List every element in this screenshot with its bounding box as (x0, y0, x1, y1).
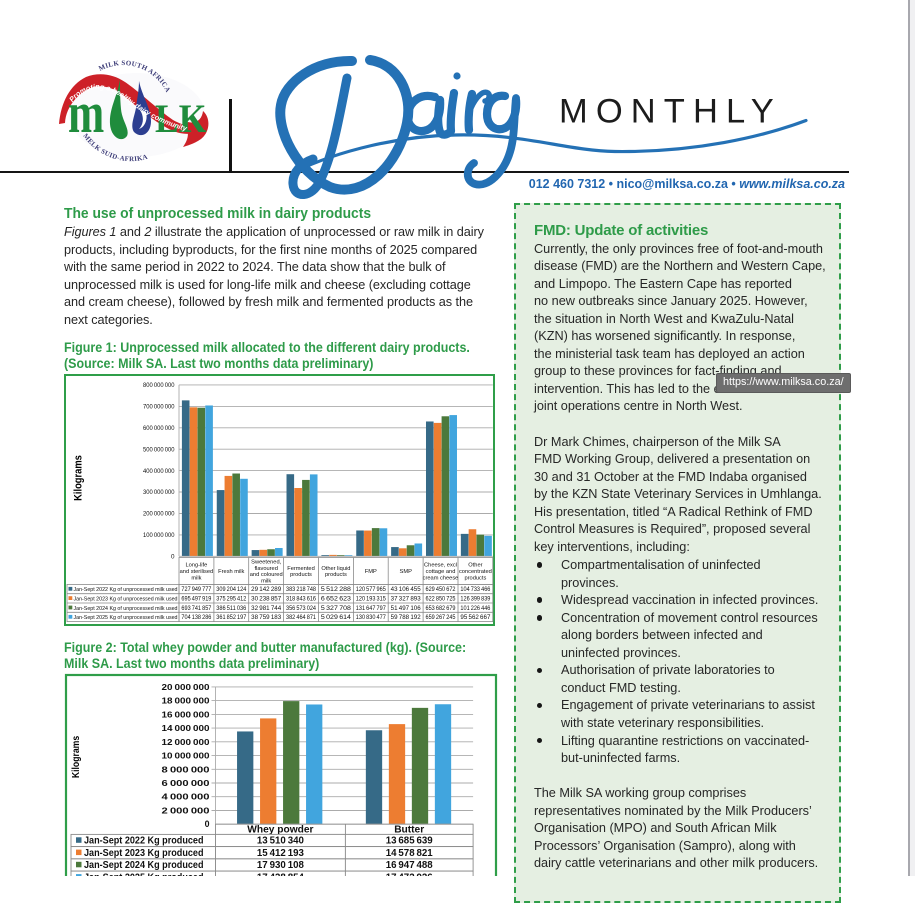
svg-text:Long-life: Long-life (185, 563, 207, 569)
svg-text:695 497 919: 695 497 919 (181, 596, 212, 602)
svg-text:693 741 857: 693 741 857 (181, 606, 212, 612)
svg-text:6 000 000: 6 000 000 (162, 778, 210, 788)
svg-text:cottage and: cottage and (426, 569, 456, 575)
svg-text:18 000 000: 18 000 000 (162, 696, 210, 706)
svg-text:Jan-Sept 2024 Kg of unprocesse: Jan-Sept 2024 Kg of unprocessed milk use… (74, 606, 178, 612)
svg-text:16 000 000: 16 000 000 (162, 709, 210, 719)
svg-text:30 238 857: 30 238 857 (251, 596, 282, 602)
svg-text:14 000 000: 14 000 000 (162, 723, 210, 733)
svg-text:Butter: Butter (394, 825, 424, 836)
svg-text:5 029 614: 5 029 614 (321, 615, 352, 621)
svg-text:383 218 748: 383 218 748 (286, 587, 317, 593)
svg-text:37 327 893: 37 327 893 (391, 596, 422, 602)
svg-text:13 510 340: 13 510 340 (257, 836, 304, 847)
svg-text:Jan-Sept 2022 Kg produced: Jan-Sept 2022 Kg produced (84, 836, 204, 847)
svg-text:and coloured: and coloured (250, 572, 283, 578)
svg-text:m: m (68, 81, 104, 145)
svg-text:500 000 000: 500 000 000 (143, 446, 175, 453)
svg-text:products: products (464, 575, 486, 581)
svg-text:Cheese, excl: Cheese, excl (424, 563, 457, 569)
svg-text:Other liquid: Other liquid (321, 566, 350, 572)
svg-text:12 000 000: 12 000 000 (162, 737, 210, 747)
svg-text:5 327 708: 5 327 708 (321, 606, 352, 612)
svg-text:Fresh milk: Fresh milk (218, 569, 244, 575)
svg-text:43 106 455: 43 106 455 (391, 587, 422, 593)
svg-text:653 682 679: 653 682 679 (426, 606, 457, 612)
svg-text:Kilograms: Kilograms (71, 736, 82, 779)
svg-text:659 267 245: 659 267 245 (426, 615, 457, 621)
svg-text:milk: milk (261, 579, 271, 585)
svg-text:14 578 821: 14 578 821 (386, 848, 433, 859)
svg-text:cream cheese: cream cheese (423, 575, 459, 581)
svg-text:356 573 024: 356 573 024 (286, 606, 317, 612)
svg-text:622 850 725: 622 850 725 (426, 596, 457, 602)
svg-text:200 000 000: 200 000 000 (143, 511, 175, 518)
svg-text:120 193 315: 120 193 315 (356, 596, 387, 602)
svg-text:5 512 288: 5 512 288 (321, 587, 352, 593)
svg-text:32 981 744: 32 981 744 (251, 606, 282, 612)
svg-text:38 759 183: 38 759 183 (251, 615, 282, 621)
svg-text:13 685 639: 13 685 639 (386, 836, 433, 847)
svg-text:101 226 446: 101 226 446 (460, 606, 491, 612)
svg-text:8 000 000: 8 000 000 (162, 764, 210, 774)
svg-text:51 497 106: 51 497 106 (391, 606, 422, 612)
svg-text:Kilograms: Kilograms (73, 455, 85, 501)
svg-text:milk: milk (191, 575, 201, 581)
svg-text:382 464 871: 382 464 871 (286, 615, 317, 621)
svg-text:Jan-Sept 2024 Kg produced: Jan-Sept 2024 Kg produced (84, 860, 204, 871)
svg-text:2 000 000: 2 000 000 (162, 806, 210, 816)
svg-text:0: 0 (205, 819, 210, 829)
svg-text:700 000 000: 700 000 000 (143, 404, 175, 411)
svg-text:17 930 108: 17 930 108 (257, 860, 304, 871)
svg-text:Jan-Sept 2023 Kg produced: Jan-Sept 2023 Kg produced (84, 848, 204, 859)
svg-text:17 438 854: 17 438 854 (257, 873, 304, 877)
svg-text:727 949 777: 727 949 777 (181, 587, 212, 593)
svg-text:120 577 965: 120 577 965 (356, 587, 387, 593)
svg-text:704 138 286: 704 138 286 (181, 615, 212, 621)
svg-text:flavoured: flavoured (254, 566, 277, 572)
svg-text:400 000 000: 400 000 000 (143, 468, 175, 475)
svg-text:300 000 000: 300 000 000 (143, 489, 175, 496)
svg-text:309 204 124: 309 204 124 (216, 587, 247, 593)
svg-text:Jan-Sept 2025 Kg produced: Jan-Sept 2025 Kg produced (84, 873, 204, 877)
svg-text:Sweetened,: Sweetened, (251, 560, 281, 566)
svg-text:375 295 412: 375 295 412 (216, 596, 247, 602)
svg-text:products: products (325, 572, 347, 578)
svg-text:318 843 616: 318 843 616 (286, 596, 317, 602)
svg-text:20 000 000: 20 000 000 (162, 682, 210, 692)
svg-text:and sterilised: and sterilised (180, 569, 214, 575)
svg-text:6 652 623: 6 652 623 (321, 596, 352, 602)
svg-text:products: products (290, 572, 312, 578)
svg-text:100 000 000: 100 000 000 (143, 532, 175, 539)
svg-text:126 399 839: 126 399 839 (460, 596, 491, 602)
svg-text:16 947 488: 16 947 488 (386, 860, 433, 871)
svg-text:800 000 000: 800 000 000 (143, 382, 175, 389)
svg-text:4 000 000: 4 000 000 (162, 792, 210, 802)
svg-text:FMP: FMP (365, 569, 377, 575)
svg-text:Other: Other (468, 563, 482, 569)
svg-text:17 472 926: 17 472 926 (386, 873, 433, 877)
svg-text:130 830 477: 130 830 477 (356, 615, 387, 621)
svg-text:concentrated: concentrated (459, 569, 492, 575)
svg-text:15 412 193: 15 412 193 (257, 848, 304, 859)
svg-text:LK: LK (155, 97, 207, 141)
svg-text:361 852 197: 361 852 197 (216, 615, 247, 621)
svg-text:SMP: SMP (400, 569, 413, 575)
svg-text:104 733 466: 104 733 466 (460, 587, 491, 593)
svg-text:29 142 289: 29 142 289 (251, 587, 282, 593)
svg-text:Jan-Sept 2022 Kg of unprocesse: Jan-Sept 2022 Kg of unprocessed milk use… (74, 587, 178, 593)
svg-text:600 000 000: 600 000 000 (143, 425, 175, 432)
svg-text:95 562 667: 95 562 667 (460, 615, 491, 621)
svg-text:Jan-Sept 2023 Kg of unprocesse: Jan-Sept 2023 Kg of unprocessed milk use… (74, 596, 178, 602)
svg-text:10 000 000: 10 000 000 (162, 751, 210, 761)
svg-text:131 647 797: 131 647 797 (356, 606, 387, 612)
svg-text:Jan-Sept 2025 Kg of unprocesse: Jan-Sept 2025 Kg of unprocessed milk use… (74, 615, 178, 621)
svg-text:Fermented: Fermented (287, 566, 315, 572)
svg-text:629 450 672: 629 450 672 (426, 587, 457, 593)
svg-text:Whey powder: Whey powder (247, 825, 313, 836)
svg-text:59 788 192: 59 788 192 (391, 615, 422, 621)
svg-text:MONTHLY: MONTHLY (559, 92, 782, 130)
svg-text:386 511 036: 386 511 036 (216, 606, 247, 612)
svg-text:0: 0 (171, 554, 175, 561)
